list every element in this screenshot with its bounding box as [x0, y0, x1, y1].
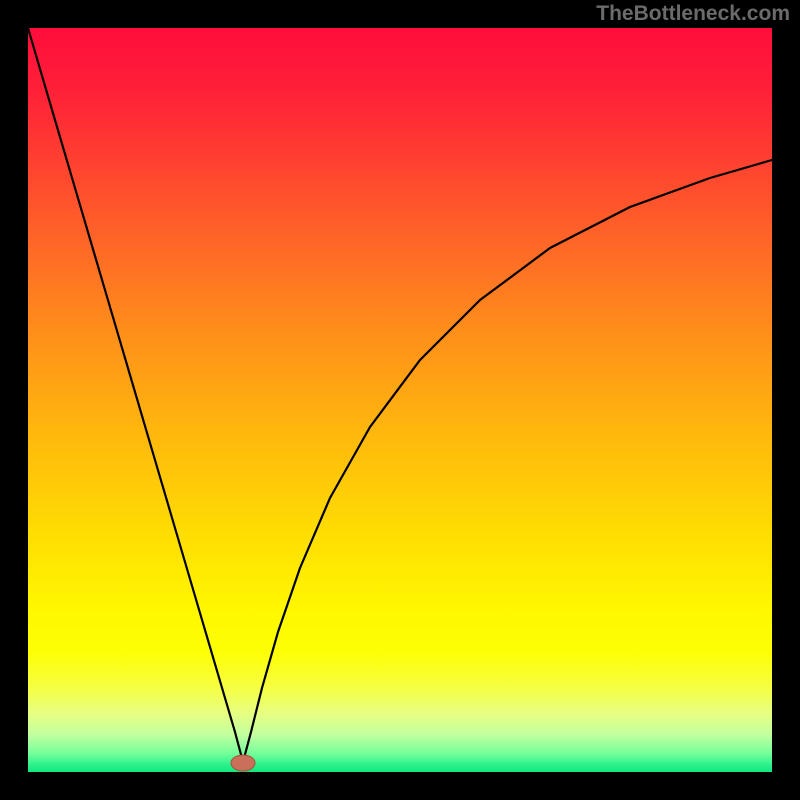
minimum-marker	[231, 755, 255, 771]
plot-background	[28, 28, 772, 772]
bottleneck-chart	[0, 0, 800, 800]
chart-container: TheBottleneck.com	[0, 0, 800, 800]
watermark-text: TheBottleneck.com	[596, 2, 790, 26]
